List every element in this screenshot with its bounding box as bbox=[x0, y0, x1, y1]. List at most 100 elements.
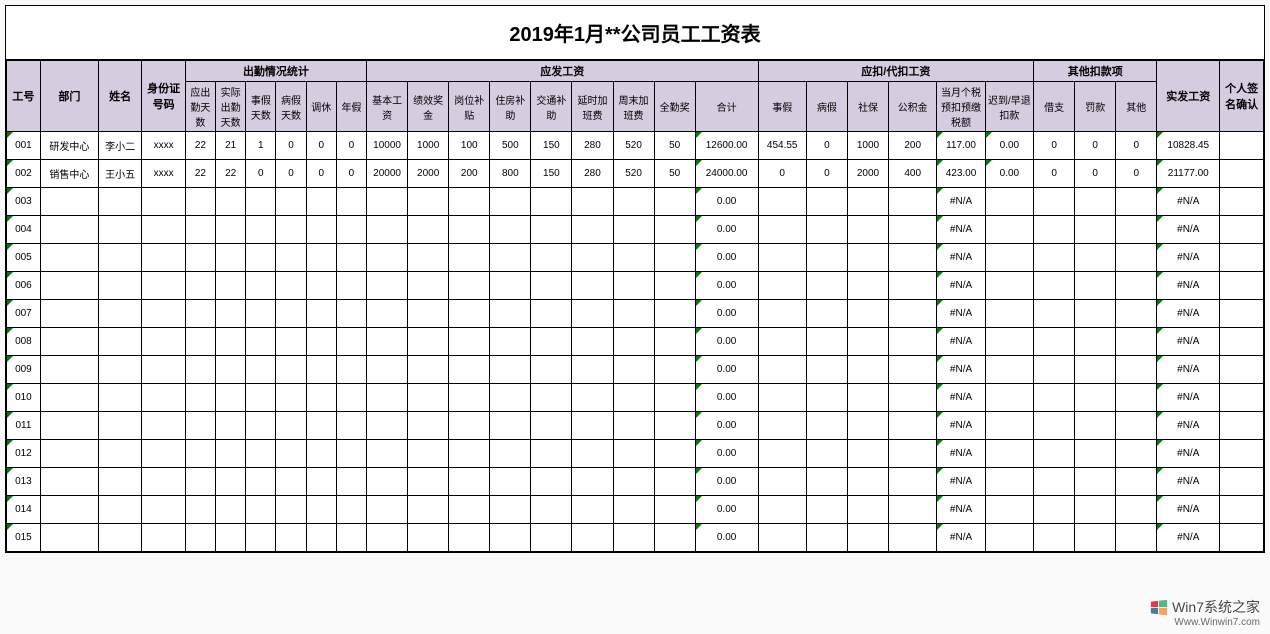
cell[interactable] bbox=[98, 244, 142, 272]
cell[interactable] bbox=[889, 384, 937, 412]
cell[interactable] bbox=[758, 216, 806, 244]
cell[interactable]: 003 bbox=[7, 188, 41, 216]
cell[interactable] bbox=[1034, 412, 1075, 440]
cell[interactable] bbox=[276, 412, 306, 440]
cell[interactable] bbox=[216, 244, 246, 272]
cell[interactable] bbox=[654, 468, 695, 496]
cell[interactable] bbox=[367, 272, 408, 300]
cell[interactable] bbox=[142, 272, 186, 300]
cell[interactable] bbox=[531, 524, 572, 552]
cell[interactable] bbox=[654, 244, 695, 272]
cell[interactable] bbox=[306, 272, 336, 300]
table-row[interactable]: 0120.00#N/A#N/A bbox=[7, 440, 1264, 468]
cell[interactable] bbox=[98, 440, 142, 468]
cell[interactable]: 0 bbox=[306, 160, 336, 188]
cell[interactable] bbox=[306, 356, 336, 384]
cell[interactable]: 520 bbox=[613, 160, 654, 188]
cell[interactable] bbox=[490, 300, 531, 328]
cell[interactable] bbox=[142, 524, 186, 552]
cell[interactable] bbox=[1034, 468, 1075, 496]
cell[interactable]: 002 bbox=[7, 160, 41, 188]
cell[interactable]: 1000 bbox=[847, 132, 888, 160]
cell[interactable]: 21177.00 bbox=[1157, 160, 1220, 188]
cell[interactable] bbox=[889, 468, 937, 496]
cell[interactable]: #N/A bbox=[1157, 412, 1220, 440]
table-row[interactable]: 0130.00#N/A#N/A bbox=[7, 468, 1264, 496]
table-row[interactable]: 0090.00#N/A#N/A bbox=[7, 356, 1264, 384]
cell[interactable] bbox=[889, 412, 937, 440]
cell[interactable] bbox=[847, 524, 888, 552]
table-row[interactable]: 0110.00#N/A#N/A bbox=[7, 412, 1264, 440]
cell[interactable]: 0.00 bbox=[695, 440, 758, 468]
cell[interactable] bbox=[572, 496, 613, 524]
cell[interactable] bbox=[985, 384, 1033, 412]
cell[interactable] bbox=[449, 216, 490, 244]
cell[interactable]: 007 bbox=[7, 300, 41, 328]
cell[interactable]: 014 bbox=[7, 496, 41, 524]
cell[interactable] bbox=[1116, 244, 1157, 272]
cell[interactable] bbox=[1220, 272, 1264, 300]
cell[interactable] bbox=[408, 524, 449, 552]
cell[interactable] bbox=[40, 300, 98, 328]
cell[interactable]: #N/A bbox=[1157, 356, 1220, 384]
cell[interactable]: 研发中心 bbox=[40, 132, 98, 160]
cell[interactable] bbox=[246, 356, 276, 384]
cell[interactable] bbox=[246, 188, 276, 216]
cell[interactable] bbox=[758, 272, 806, 300]
cell[interactable] bbox=[613, 188, 654, 216]
cell[interactable] bbox=[449, 300, 490, 328]
cell[interactable]: #N/A bbox=[1157, 216, 1220, 244]
cell[interactable] bbox=[1075, 300, 1116, 328]
cell[interactable]: 150 bbox=[531, 160, 572, 188]
cell[interactable] bbox=[847, 216, 888, 244]
cell[interactable]: 0.00 bbox=[695, 272, 758, 300]
cell[interactable] bbox=[654, 272, 695, 300]
cell[interactable] bbox=[613, 384, 654, 412]
cell[interactable] bbox=[572, 328, 613, 356]
cell[interactable]: 012 bbox=[7, 440, 41, 468]
cell[interactable]: 1000 bbox=[408, 132, 449, 160]
cell[interactable] bbox=[613, 216, 654, 244]
cell[interactable] bbox=[142, 496, 186, 524]
cell[interactable]: 0.00 bbox=[695, 384, 758, 412]
cell[interactable] bbox=[142, 356, 186, 384]
cell[interactable] bbox=[806, 524, 847, 552]
table-row[interactable]: 0080.00#N/A#N/A bbox=[7, 328, 1264, 356]
cell[interactable] bbox=[1116, 412, 1157, 440]
cell[interactable] bbox=[40, 496, 98, 524]
cell[interactable] bbox=[306, 468, 336, 496]
cell[interactable] bbox=[449, 244, 490, 272]
cell[interactable]: 50 bbox=[654, 160, 695, 188]
cell[interactable] bbox=[1116, 524, 1157, 552]
cell[interactable] bbox=[336, 328, 366, 356]
cell[interactable] bbox=[572, 440, 613, 468]
cell[interactable]: 006 bbox=[7, 272, 41, 300]
cell[interactable] bbox=[654, 496, 695, 524]
cell[interactable] bbox=[408, 440, 449, 468]
cell[interactable]: 0 bbox=[1075, 160, 1116, 188]
table-row[interactable]: 0050.00#N/A#N/A bbox=[7, 244, 1264, 272]
cell[interactable]: 0.00 bbox=[985, 132, 1033, 160]
cell[interactable] bbox=[246, 328, 276, 356]
cell[interactable] bbox=[531, 216, 572, 244]
cell[interactable] bbox=[408, 328, 449, 356]
cell[interactable] bbox=[847, 468, 888, 496]
cell[interactable] bbox=[98, 468, 142, 496]
cell[interactable] bbox=[276, 328, 306, 356]
cell[interactable]: #N/A bbox=[937, 496, 985, 524]
cell[interactable] bbox=[336, 244, 366, 272]
cell[interactable]: #N/A bbox=[1157, 244, 1220, 272]
cell[interactable]: 0 bbox=[806, 160, 847, 188]
cell[interactable] bbox=[1075, 524, 1116, 552]
cell[interactable]: #N/A bbox=[937, 272, 985, 300]
cell[interactable]: 0.00 bbox=[695, 412, 758, 440]
cell[interactable] bbox=[847, 272, 888, 300]
cell[interactable]: #N/A bbox=[1157, 440, 1220, 468]
cell[interactable]: 22 bbox=[185, 160, 215, 188]
cell[interactable] bbox=[185, 496, 215, 524]
cell[interactable] bbox=[490, 272, 531, 300]
cell[interactable] bbox=[336, 440, 366, 468]
cell[interactable] bbox=[246, 272, 276, 300]
cell[interactable] bbox=[572, 300, 613, 328]
cell[interactable] bbox=[306, 188, 336, 216]
